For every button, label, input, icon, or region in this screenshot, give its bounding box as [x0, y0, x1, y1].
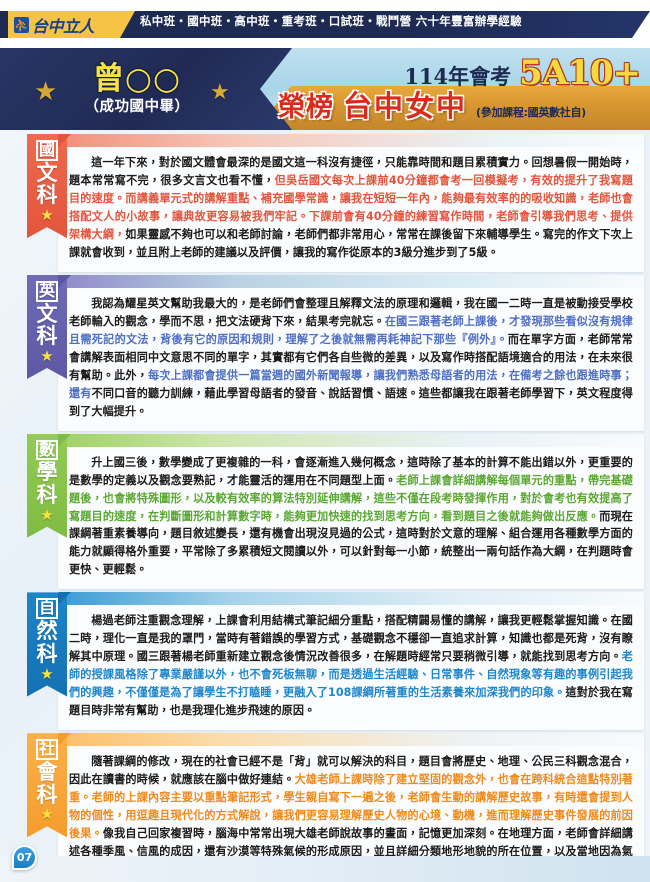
- hero-gold-band: [255, 86, 650, 130]
- plain-run: 而現在課綱著重素養導向，題目敘述變長，還有機會出現沒見過的公式，這時對於文意的理…: [69, 509, 633, 577]
- subject-section-math: 數學科 ★ 升上國三後，數學變成了更複雜的一科，會逐漸進入幾何概念，這時除了基本的計…: [0, 433, 650, 590]
- highlighted-run: 大雄老師上課時除了建立堅固的觀念外，也會在跨科統合這點特別著重。: [69, 773, 633, 805]
- subject-ribbon-chinese: 國文科 ★: [27, 134, 67, 238]
- subject-ribbon-char: 英: [36, 281, 58, 302]
- plain-run: 而在單字方面，老師常常會講解表面相同中文意思不同的單字，其實都有它們各自些微的差…: [69, 332, 634, 382]
- panel-corner-flag: [58, 274, 71, 288]
- hero-name-ribbon: [0, 48, 292, 130]
- panel-header-strip: [58, 274, 644, 288]
- student-name: 曾○○: [92, 61, 182, 97]
- highlighted-run: 每次上課都會提供一篇當週的國外新聞報導，讓我們熟悉母語者的用法，在備考之餘也跟進…: [69, 368, 634, 400]
- admitted-school: 台中女中: [343, 89, 468, 123]
- subject-ribbon-char: 科: [36, 641, 58, 666]
- panel-header-strip: [58, 134, 644, 147]
- subject-ribbon-char: 科: [36, 483, 58, 508]
- subject-ribbon-char: 文: [36, 160, 58, 185]
- subject-ribbon-char: 科: [36, 183, 58, 208]
- plain-run: 這一年下來，對於國文體會最深的是國文這一科沒有捷徑，只能靠時間和題目累積實力。回…: [69, 156, 633, 187]
- page-number-badge: 07: [12, 845, 37, 870]
- subject-ribbon-science: 自然科 ★: [27, 592, 67, 696]
- subject-ribbon-char: 自: [36, 598, 58, 619]
- subject-ribbon-char: 科: [36, 324, 58, 349]
- star-icon: ★: [40, 505, 54, 524]
- panel-corner-flag: [58, 733, 71, 747]
- subject-ribbon-char: 學: [36, 460, 58, 485]
- brand-logo-plate: [8, 11, 135, 38]
- plain-run: 不同口音的聽力訓練，藉此學習母語者的發音、說話習慣、語速。這些都讓我在跟著老師學…: [69, 386, 634, 418]
- star-icon: ★: [34, 77, 58, 107]
- subject-ribbon-char: 社: [36, 739, 58, 760]
- subject-section-chinese: 國文科 ★ 這一年下來，對於國文體會最深的是國文這一科沒有捷徑，只能靠時間和題目累積…: [0, 134, 650, 272]
- panel-corner-flag: [58, 592, 71, 606]
- testimonial-panel-chinese: 這一年下來，對於國文體會最深的是國文這一科沒有捷徑，只能靠時間和題目累積實力。回…: [58, 134, 644, 272]
- subject-ribbon-char: 文: [36, 301, 58, 326]
- subject-section-english: 英文科 ★ 我認為耀星英文幫助我最大的，是老師們會整理且解釋文法的原理和邏輯，我在國…: [0, 274, 650, 431]
- plain-run: 如果靈感不夠也可以和老師討論，老師們都非常用心，常常在課後留下來輔導學生。寫完的…: [69, 227, 633, 259]
- star-icon: ★: [40, 206, 54, 225]
- highlighted-run: 老師上課會詳細講解每個單元的重點，帶完基礎題後，也會將特殊圖形，以及較有效率的算…: [69, 473, 633, 523]
- highlighted-run: 在國三跟著老師上課後，才發現那些看似沒有規律且需死記的文法，背後有它的原因和規則…: [69, 314, 633, 346]
- testimonial-text-english: 我認為耀星英文幫助我最大的，是老師們會整理且解釋文法的原理和邏輯，我在國一二時一…: [69, 295, 633, 421]
- subject-section-science: 自然科 ★ 楊過老師注重觀念理解，上課會利用結構式筆記細分重點，搭配精闢易懂的講解，…: [0, 592, 650, 731]
- panel-corner-flag: [58, 433, 71, 447]
- star-icon: ★: [40, 664, 54, 683]
- star-icon: ★: [40, 805, 54, 824]
- brand-header: ⛹ 台中立人 私中班・國中班・高中班・重考班・口試班・戰鬥營 六十年豐富辦學經驗: [0, 0, 650, 48]
- brand-logo[interactable]: ⛹ 台中立人: [14, 13, 95, 37]
- testimonial-text-math: 升上國三後，數學變成了更複雜的一科，會逐漸進入幾何概念，這時除了基本的計算不能出…: [69, 454, 633, 580]
- testimonial-panel-science: 楊過老師注重觀念理解，上課會利用結構式筆記細分重點，搭配精闢易懂的講解，讓我更輕…: [58, 592, 644, 731]
- testimonial-panel-english: 我認為耀星英文幫助我最大的，是老師們會整理且解釋文法的原理和邏輯，我在國一二時一…: [58, 274, 644, 431]
- testimonial-text-chinese: 這一年下來，對於國文體會最深的是國文這一科沒有捷徑，只能靠時間和題目累積實力。回…: [69, 154, 633, 262]
- hero-banner: ★ ★ 曾○○ （成功國中畢） 114年會考 5A10+ 榮榜 台中女中 (參加…: [0, 48, 650, 130]
- plain-run: 我認為耀星英文幫助我最大的，是老師們會整理且解釋文法的原理和邏輯，我在國一二時一…: [69, 296, 633, 328]
- star-icon: ★: [210, 80, 230, 105]
- student-origin-school: （成功國中畢）: [84, 99, 190, 115]
- plain-run: 楊過老師注重觀念理解，上課會利用結構式筆記細分重點，搭配精闢易懂的講解，讓我更輕…: [69, 614, 633, 664]
- subject-ribbon-english: 英文科 ★: [27, 275, 67, 379]
- plain-run: 這對於我在寫題目時非常有幫助，也是我理化進步飛速的原因。: [69, 686, 633, 718]
- rank-label: 榮榜: [278, 92, 334, 123]
- plain-run: 隨著課綱的修改，現在的社會已經不是「背」就可以解決的科目，題目會將歷史、地理、公…: [69, 755, 633, 787]
- panel-header-strip: [58, 433, 644, 447]
- subject-ribbon-char: 然: [36, 619, 58, 644]
- brand-courses-strip: 私中班・國中班・高中班・重考班・口試班・戰鬥營 六十年豐富辦學經驗: [140, 14, 522, 28]
- subject-ribbon-math: 數學科 ★: [27, 434, 67, 538]
- subject-ribbon-char: 國: [36, 140, 58, 161]
- subject-ribbon-char: 會: [36, 759, 58, 784]
- testimonial-panel-math: 升上國三後，數學變成了更複雜的一科，會逐漸進入幾何概念，這時除了基本的計算不能出…: [58, 433, 644, 590]
- enrolled-courses: (參加課程:國英數社自): [476, 106, 586, 119]
- star-icon: ★: [40, 346, 54, 365]
- panel-body: 楊過老師注重觀念理解，上課會利用結構式筆記細分重點，搭配精闢易懂的講解，讓我更輕…: [58, 605, 644, 730]
- brand-logo-text: 台中立人: [32, 17, 95, 36]
- highlighted-run: 但吳岳國文每次上課前40分鐘都會考一回模擬考，有效的提升了我寫題目的速度。而講義…: [69, 173, 633, 241]
- panel-header-strip: [58, 733, 644, 747]
- footer-band: [0, 856, 650, 882]
- subject-ribbon-social: 社會科 ★: [27, 733, 67, 837]
- highlighted-run: 老師的授課風格除了專業嚴謹以外，也不會死板無聊，而是透過生活經驗、日常事件、自然…: [69, 650, 633, 700]
- highlighted-run: 老師的上課內容主要以重點筆記形式，學生親自寫下一遍之後，老師會生動的講解歷史故事…: [69, 791, 634, 841]
- panel-body: 這一年下來，對於國文體會最深的是國文這一科沒有捷徑，只能靠時間和題目累積實力。回…: [58, 147, 644, 272]
- exam-year-label: 114年會考: [404, 64, 512, 89]
- panel-body: 升上國三後，數學變成了更複雜的一科，會逐漸進入幾何概念，這時除了基本的計算不能出…: [58, 447, 644, 590]
- subject-ribbon-char: 數: [36, 440, 58, 461]
- admission-result: 榮榜 台中女中 (參加課程:國英數社自): [278, 89, 586, 123]
- plain-run: 升上國三後，數學變成了更複雜的一科，會逐漸進入幾何概念，這時除了基本的計算不能出…: [69, 455, 633, 487]
- building-icon: ⛹: [14, 17, 29, 33]
- exam-score: 5A10+: [519, 53, 641, 93]
- student-identity: 曾○○ （成功國中畢）: [62, 64, 212, 115]
- exam-result: 114年會考 5A10+: [404, 53, 641, 93]
- testimonial-text-science: 楊過老師注重觀念理解，上課會利用結構式筆記細分重點，搭配精闢易懂的講解，讓我更輕…: [69, 612, 633, 720]
- panel-corner-flag: [58, 134, 71, 147]
- subject-ribbon-char: 科: [36, 782, 58, 807]
- panel-header-strip: [58, 592, 644, 606]
- subject-sections: 國文科 ★ 這一年下來，對於國文體會最深的是國文這一科沒有捷徑，只能靠時間和題目累積…: [0, 130, 650, 882]
- panel-body: 我認為耀星英文幫助我最大的，是老師們會整理且解釋文法的原理和邏輯，我在國一二時一…: [58, 288, 644, 431]
